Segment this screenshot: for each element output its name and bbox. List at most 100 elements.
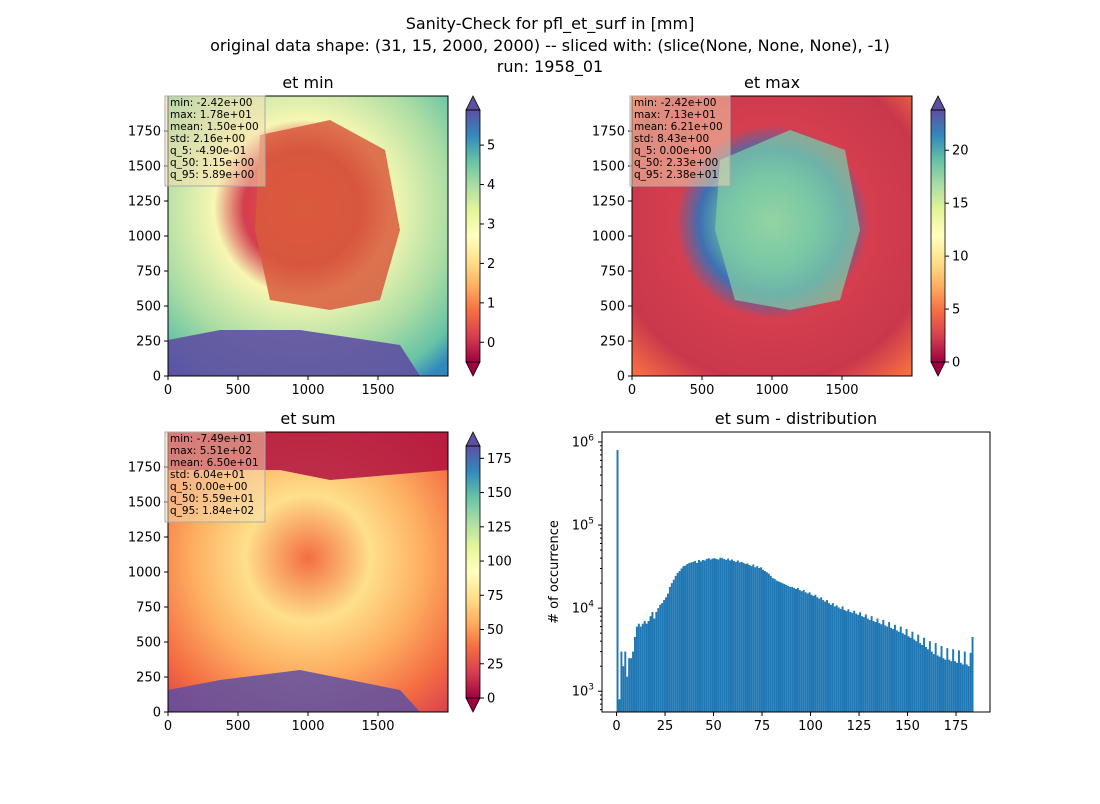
- histogram-bar: [833, 606, 836, 712]
- histogram-bar: [923, 637, 926, 712]
- colorbar-tick-label: 5: [487, 139, 495, 154]
- y-tick-label: 1000: [128, 230, 161, 245]
- histogram-bar: [893, 624, 896, 712]
- y-tick-label: 1000: [128, 566, 161, 581]
- histogram-bar: [659, 604, 662, 712]
- x-tick-label: 1000: [755, 383, 788, 398]
- stats-line: q_5: 0.00e+00: [634, 145, 711, 157]
- histogram-bar: [758, 567, 761, 712]
- histogram-bar: [630, 658, 633, 712]
- histogram-bar: [866, 618, 869, 712]
- histogram-bars: [616, 450, 974, 712]
- histogram-bar: [820, 597, 823, 712]
- histogram-bar: [785, 584, 788, 712]
- histogram-bar: [661, 603, 664, 712]
- histogram-bar: [698, 559, 700, 712]
- x-tick-label: 500: [226, 719, 251, 734]
- histogram-bar: [895, 630, 898, 712]
- histogram-bar: [899, 626, 902, 712]
- histogram-bar: [909, 637, 912, 712]
- histogram-bar: [890, 627, 893, 712]
- histogram-bar: [635, 626, 638, 712]
- histogram-bar: [810, 594, 813, 712]
- histogram-bar: [628, 658, 631, 712]
- x-tick-label: 1000: [291, 719, 324, 734]
- y-tick-label: 1500: [592, 160, 625, 175]
- stats-line: min: -2.42e+00: [634, 97, 716, 109]
- histogram-bar: [884, 625, 887, 712]
- y-tick-label: 750: [600, 265, 625, 280]
- x-tick-label: 1500: [825, 383, 858, 398]
- histogram-bar: [676, 572, 679, 712]
- histogram-bar: [882, 619, 885, 712]
- histogram-bar: [674, 575, 677, 712]
- histogram-bar: [740, 561, 743, 712]
- histogram-bar: [818, 598, 821, 712]
- histogram-bar: [934, 643, 937, 712]
- histogram-bar: [930, 651, 933, 712]
- histogram-bar: [839, 608, 842, 712]
- histogram-bar: [897, 631, 900, 712]
- y-tick-label: 500: [600, 300, 625, 315]
- x-tick-label: 150: [895, 719, 920, 734]
- histogram-bar: [853, 610, 856, 712]
- colorbar-tick-label: 2: [487, 257, 495, 272]
- y-tick-label: 250: [136, 671, 161, 686]
- histogram-bar: [748, 565, 751, 712]
- histogram-bar: [872, 621, 875, 712]
- histogram-bar: [864, 614, 867, 712]
- histogram-bar: [771, 578, 774, 712]
- histogram-bar: [707, 558, 710, 712]
- histogram-bar: [688, 562, 691, 712]
- stats-line: max: 1.78e+01: [170, 109, 252, 121]
- histogram-bar: [905, 629, 908, 712]
- histogram-bar: [719, 557, 722, 712]
- histogram-bar: [731, 559, 733, 712]
- histogram-bar: [666, 593, 669, 712]
- histogram-bar: [754, 567, 757, 712]
- histogram-bar: [959, 662, 962, 712]
- colorbar-tick-label: 100: [487, 555, 512, 570]
- histogram-bar: [746, 563, 749, 712]
- panel-et-sum-distribution: et sum - distribution 0 25 50 75 100 125 150 17…: [547, 409, 991, 734]
- panel-title: et sum - distribution: [715, 409, 877, 428]
- histogram-bar: [626, 676, 629, 712]
- y-tick-label: 103: [572, 683, 594, 700]
- y-tick-label: 750: [136, 601, 161, 616]
- colorbar-tick-label: 20: [952, 144, 969, 159]
- histogram-bar: [857, 614, 860, 712]
- histogram-bar: [795, 588, 797, 712]
- histogram-bar: [765, 572, 768, 712]
- histogram-bar: [732, 560, 735, 712]
- histogram-bar: [860, 616, 863, 712]
- histogram-axes: 0 25 50 75 100 125 150 175 103 104 105 106: [572, 433, 969, 734]
- histogram-bar: [849, 611, 852, 712]
- histogram-bar: [847, 609, 850, 712]
- histogram-bar: [717, 559, 720, 712]
- histogram-bar: [954, 661, 957, 712]
- stats-line: q_5: 0.00e+00: [170, 481, 247, 493]
- histogram-bar: [727, 558, 730, 712]
- y-tick-label: 1250: [128, 531, 161, 546]
- histogram-bar: [831, 603, 834, 712]
- histogram-bar: [703, 560, 706, 712]
- histogram-bar: [952, 649, 955, 712]
- histogram-bar: [653, 618, 656, 712]
- histogram-bar: [690, 562, 693, 712]
- colorbar: 0 25 50 75 100 125 150 175: [465, 431, 512, 713]
- histogram-bar: [963, 651, 966, 712]
- histogram-bar: [647, 621, 650, 712]
- histogram-bar: [971, 636, 974, 712]
- histogram-bar: [855, 613, 858, 712]
- histogram-bar: [756, 566, 759, 712]
- y-tick-label: 0: [617, 370, 625, 385]
- histogram-bar: [645, 623, 648, 712]
- histogram-bar: [637, 623, 640, 712]
- histogram-bar: [686, 563, 689, 712]
- x-tick-label: 50: [705, 719, 722, 734]
- colorbar-tick-label: 0: [487, 336, 495, 351]
- histogram-bar: [835, 605, 838, 712]
- stats-line: max: 5.51e+02: [170, 445, 252, 457]
